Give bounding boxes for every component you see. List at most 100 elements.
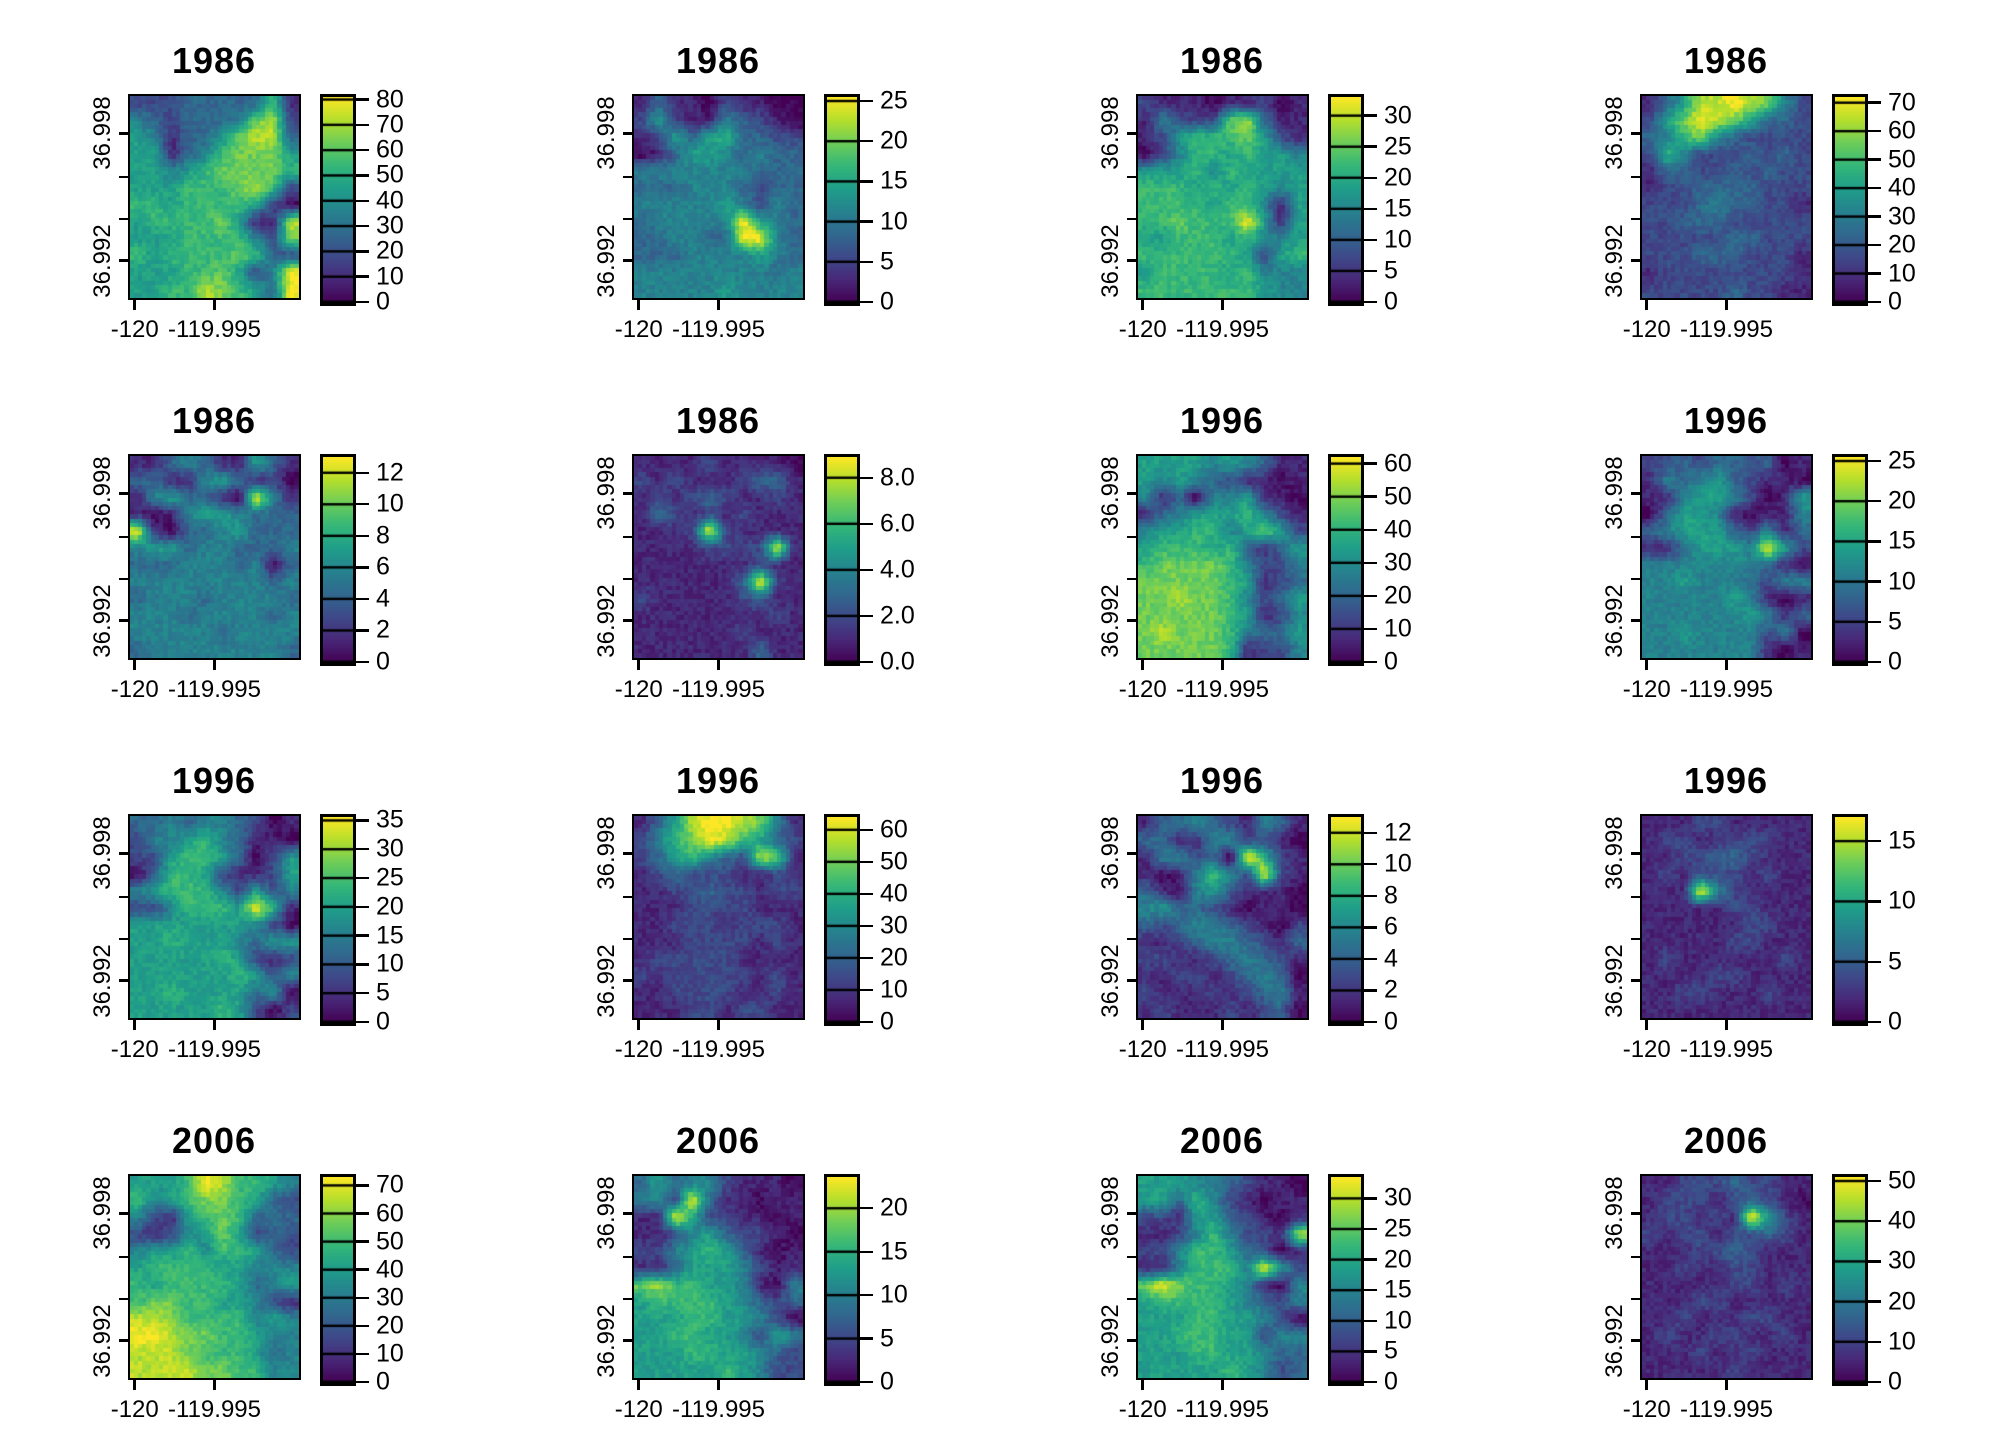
- colorbar-tick-mark: [1364, 114, 1377, 117]
- colorbar-tick-label: 20: [376, 892, 404, 921]
- colorbar-canvas: [1331, 817, 1361, 1023]
- x-tick-mark: [637, 660, 640, 670]
- y-tick-mark: [1631, 175, 1640, 179]
- y-tick-mark: [1631, 535, 1640, 539]
- colorbar-tick-label: 5: [880, 1324, 894, 1353]
- x-tick-label: -120: [110, 1396, 159, 1423]
- raster-map-canvas: [130, 456, 299, 658]
- panel-title: 1986: [171, 40, 257, 81]
- panel-r2c3: 1996 0 10 20 30 40 50 60 36.998 36.992 -120 -119.9…: [1008, 360, 1512, 720]
- colorbar-tick-mark: [1364, 1289, 1377, 1292]
- x-tick-label: -119.995: [1176, 1396, 1269, 1423]
- colorbar-tick-label: 5: [1384, 256, 1398, 285]
- raster-map-canvas: [130, 96, 299, 298]
- colorbar-tick-mark: [860, 476, 873, 479]
- colorbar-tick-mark: [356, 148, 369, 152]
- colorbar-canvas: [1835, 1177, 1865, 1383]
- y-tick-label: 36.992: [1097, 223, 1124, 298]
- raster-map-canvas: [634, 1176, 803, 1378]
- colorbar-frame: [320, 454, 356, 666]
- colorbar-tick-mark: [356, 963, 369, 966]
- colorbar-tick-label: 20: [880, 126, 908, 155]
- colorbar-tick-label: 20: [1384, 1245, 1412, 1274]
- colorbar-tick-mark: [1868, 1260, 1881, 1263]
- plot-frame: [128, 1174, 301, 1380]
- x-tick-label: -120: [1118, 1036, 1167, 1063]
- colorbar-tick-mark: [1364, 495, 1377, 498]
- colorbar-tick-mark: [1868, 580, 1881, 583]
- colorbar-tick-label: 2.0: [880, 601, 915, 630]
- colorbar-tick-mark: [356, 566, 369, 569]
- panel-r1c3: 1986 0 5 10 15 20 25 30 36.998 36.992 -120 -119.99…: [1008, 0, 1512, 360]
- colorbar-tick-mark: [356, 1324, 369, 1328]
- x-tick-mark: [1141, 1380, 1144, 1390]
- y-tick-label: 36.992: [593, 1303, 620, 1378]
- plot-frame: [632, 454, 805, 660]
- x-tick-label: -119.995: [672, 1036, 765, 1063]
- x-tick-mark: [133, 660, 136, 670]
- colorbar-tick-label: 8.0: [880, 463, 915, 492]
- colorbar-tick-label: 25: [880, 86, 908, 115]
- x-tick-mark: [1221, 660, 1224, 670]
- colorbar-tick-mark: [356, 597, 369, 601]
- y-tick-mark: [119, 1297, 128, 1301]
- x-tick-mark: [1221, 1380, 1224, 1390]
- colorbar-tick-mark: [356, 1268, 369, 1271]
- raster-map-canvas: [1642, 456, 1811, 658]
- colorbar-frame: [1328, 814, 1364, 1026]
- y-tick-mark: [1127, 979, 1136, 982]
- x-tick-mark: [1725, 660, 1728, 670]
- colorbar-tick-mark: [860, 660, 873, 664]
- y-tick-mark: [1127, 937, 1136, 941]
- panel-title: 1996: [171, 760, 257, 801]
- colorbar-tick-mark: [860, 568, 873, 572]
- colorbar-canvas: [323, 817, 353, 1023]
- colorbar-tick-mark: [1364, 207, 1377, 210]
- colorbar-canvas: [827, 817, 857, 1023]
- y-tick-label: 36.998: [89, 456, 116, 531]
- colorbar-tick-mark: [1364, 1197, 1377, 1200]
- colorbar-frame: [1328, 94, 1364, 306]
- y-tick-mark: [1127, 852, 1136, 855]
- x-tick-label: -120: [1622, 316, 1671, 343]
- y-tick-mark: [623, 1297, 632, 1301]
- colorbar-tick-mark: [356, 250, 369, 253]
- x-tick-mark: [1725, 1380, 1728, 1390]
- y-tick-label: 36.992: [593, 943, 620, 1018]
- colorbar-tick-mark: [356, 848, 369, 851]
- y-tick-mark: [1631, 1255, 1640, 1259]
- colorbar-tick-label: 40: [1384, 515, 1412, 544]
- y-tick-label: 36.992: [1601, 1303, 1628, 1378]
- colorbar-tick-mark: [1364, 528, 1377, 531]
- x-tick-label: -120: [1622, 1396, 1671, 1423]
- x-tick-label: -119.995: [672, 676, 765, 703]
- colorbar-tick-label: 10: [376, 262, 404, 291]
- colorbar-tick-mark: [1868, 272, 1881, 275]
- colorbar-tick-mark: [1868, 129, 1881, 133]
- x-tick-label: -119.995: [1680, 316, 1773, 343]
- colorbar-tick-label: 0: [880, 287, 894, 316]
- colorbar-tick-mark: [860, 99, 873, 103]
- y-tick-label: 36.992: [593, 583, 620, 658]
- y-tick-label: 36.998: [89, 816, 116, 891]
- colorbar-canvas: [827, 1177, 857, 1383]
- y-tick-mark: [1631, 1339, 1640, 1342]
- x-tick-label: -120: [1118, 316, 1167, 343]
- plot-frame: [1136, 814, 1309, 1020]
- colorbar-tick-label: 30: [376, 834, 404, 863]
- x-tick-mark: [717, 1020, 720, 1030]
- colorbar-canvas: [323, 97, 353, 303]
- colorbar-tick-label: 20: [376, 1311, 404, 1340]
- colorbar-tick-mark: [860, 140, 873, 143]
- colorbar-tick-mark: [1364, 238, 1377, 242]
- y-tick-mark: [1631, 979, 1640, 982]
- x-tick-label: -119.995: [168, 316, 261, 343]
- y-tick-label: 36.992: [89, 583, 116, 658]
- x-tick-mark: [133, 300, 136, 310]
- y-tick-label: 36.992: [1601, 943, 1628, 1018]
- colorbar-tick-mark: [356, 1296, 369, 1299]
- x-tick-mark: [1141, 300, 1144, 310]
- colorbar-tick-label: 15: [1384, 1275, 1412, 1304]
- colorbar-tick-label: 50: [880, 847, 908, 876]
- colorbar-frame: [1832, 814, 1868, 1026]
